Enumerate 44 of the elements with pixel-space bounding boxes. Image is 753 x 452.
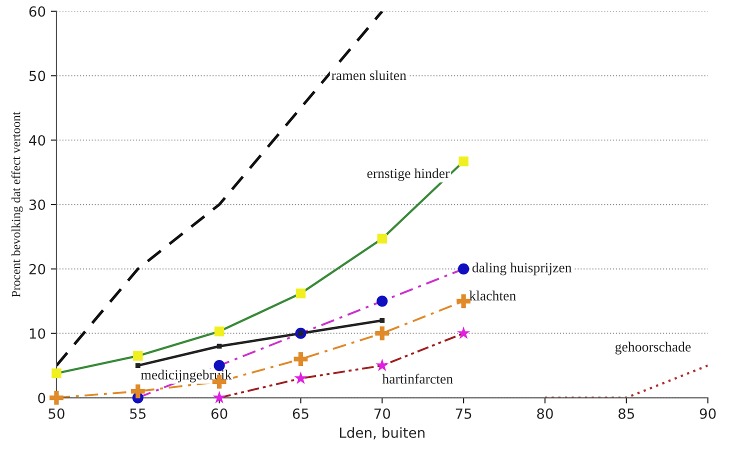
series-label: ernstige hinder <box>367 168 450 181</box>
series-label: hartinfarcten <box>382 374 453 384</box>
x-tick-label: 75 <box>456 408 472 419</box>
point <box>296 288 306 298</box>
point <box>376 358 389 372</box>
x-tick-label: 80 <box>537 408 553 419</box>
series-label: klachten <box>469 290 516 300</box>
point <box>380 318 385 323</box>
x-tick-label: 85 <box>618 408 634 419</box>
point <box>212 390 226 404</box>
x-tick-label: 60 <box>211 408 228 419</box>
point <box>294 371 308 384</box>
point <box>456 294 471 308</box>
y-tick-label: 10 <box>30 328 46 339</box>
x-tick-label: 55 <box>130 408 146 419</box>
point <box>377 234 388 244</box>
point <box>130 384 145 398</box>
y-tick-label: 50 <box>29 70 46 82</box>
x-axis-title: Lden, buiten <box>340 427 424 440</box>
series-label: medicijngebruik <box>140 370 232 382</box>
x-tick-label: 90 <box>700 408 716 419</box>
x-tick-label: 50 <box>48 408 64 419</box>
series-label: ramen sluiten <box>332 70 406 80</box>
point <box>458 156 468 166</box>
point <box>456 326 470 339</box>
point <box>458 263 470 274</box>
point <box>50 390 64 405</box>
point <box>52 368 62 378</box>
y-tick-label: 40 <box>29 135 46 146</box>
point <box>135 363 140 368</box>
x-tick-label: 65 <box>292 408 308 419</box>
point <box>133 351 143 361</box>
x-tick-label: 70 <box>374 408 390 419</box>
series-label: daling huisprijzen <box>472 262 572 276</box>
point <box>375 326 390 340</box>
point <box>214 326 224 336</box>
y-tick-label: 60 <box>29 6 46 17</box>
series-label: gehoorschade <box>615 342 691 354</box>
y-axis-title: Procent bevolking dat effect vertoont <box>11 112 23 298</box>
y-tick-label: 20 <box>29 264 46 274</box>
point <box>294 352 308 366</box>
point <box>376 296 388 307</box>
y-tick-label: 0 <box>38 392 46 404</box>
y-tick-label: 30 <box>29 200 46 210</box>
